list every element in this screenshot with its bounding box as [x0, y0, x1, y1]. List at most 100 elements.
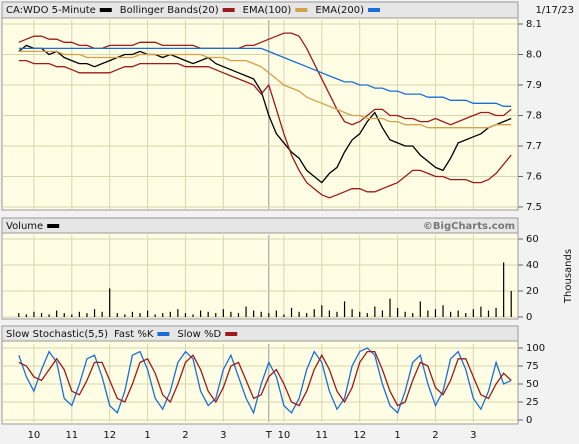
bar: [109, 288, 111, 317]
legend-label: EMA(100): [243, 5, 292, 16]
series-line: [18, 50, 512, 129]
legend-swatch: [157, 332, 170, 336]
bar: [177, 309, 179, 317]
bar: [495, 307, 497, 317]
y-tick-label: 100: [526, 343, 545, 354]
bar: [321, 305, 323, 317]
bar: [124, 314, 126, 317]
y-tick-label: 75: [526, 361, 539, 372]
bar: [222, 309, 224, 317]
bar: [71, 314, 73, 317]
x-tick-label: 2: [182, 430, 188, 441]
x-tick-label: 11: [315, 430, 328, 441]
y-tick-label: 7.5: [526, 202, 542, 213]
x-tick-label: 12: [353, 430, 366, 441]
x-tick-label: 2: [432, 430, 438, 441]
bar: [283, 314, 285, 317]
bar: [472, 309, 474, 317]
bar: [336, 311, 338, 317]
bar: [116, 313, 118, 317]
bar: [78, 311, 80, 317]
legend-label: Bollinger Bands(20): [120, 5, 219, 16]
y-tick-label: 0: [526, 312, 532, 323]
bar: [366, 313, 368, 317]
legend-swatch: [368, 8, 381, 12]
volume-panel: [1, 232, 519, 320]
bar: [442, 305, 444, 317]
bar: [381, 310, 384, 317]
bar: [33, 311, 35, 317]
x-tick-label: 12: [103, 430, 116, 441]
bar: [146, 310, 149, 317]
y-axis-label: Thousands: [563, 249, 574, 304]
bar: [351, 309, 353, 317]
bar: [40, 313, 43, 317]
bar: [290, 307, 293, 317]
bar: [86, 313, 88, 317]
bar: [457, 310, 459, 317]
legend-label: CA:WDO 5-Minute: [6, 5, 96, 16]
legend-label: Fast %K: [114, 329, 154, 340]
bar: [434, 309, 437, 317]
x-tick-label: 10: [28, 430, 41, 441]
bar: [56, 310, 58, 317]
y-tick-label: 20: [526, 286, 539, 297]
y-tick-label: 25: [526, 397, 539, 408]
series-line-lower: [18, 59, 512, 199]
bar: [162, 313, 164, 317]
legend-label: EMA(200): [315, 5, 364, 16]
bar: [63, 313, 65, 317]
legend-swatch: [222, 8, 235, 12]
bar: [359, 311, 361, 317]
bar: [389, 298, 391, 317]
bar: [245, 306, 247, 317]
bar: [230, 311, 232, 317]
y-tick-label: 7.6: [526, 172, 542, 183]
bar: [275, 310, 277, 317]
bar: [510, 291, 512, 317]
bar: [412, 313, 414, 317]
bar: [200, 310, 202, 317]
bar: [396, 307, 399, 317]
bar: [25, 314, 27, 317]
bar: [465, 313, 467, 317]
legend-swatch: [295, 8, 308, 12]
bar: [419, 301, 421, 317]
x-tick-label: 11: [65, 430, 78, 441]
legend-swatch: [47, 224, 60, 228]
bar: [131, 311, 134, 317]
y-tick-label: 7.8: [526, 111, 542, 122]
y-tick-label: 8.0: [526, 50, 542, 61]
legend-label: Volume: [6, 221, 43, 232]
series-line: [18, 347, 512, 415]
bar: [298, 311, 300, 317]
bar: [169, 311, 171, 317]
bar: [184, 313, 187, 317]
y-tick-label: 40: [526, 260, 539, 271]
y-tick-label: 8.1: [526, 19, 542, 30]
legend-swatch: [225, 332, 238, 336]
bar: [343, 301, 346, 317]
bar: [207, 311, 209, 317]
legend-swatch: [99, 8, 112, 12]
series-line: [18, 47, 512, 107]
source: ©BigCharts.com: [423, 221, 515, 232]
bar: [313, 309, 315, 317]
y-tick-label: 60: [526, 234, 539, 245]
x-tick-label: T: [265, 430, 273, 441]
bar: [18, 313, 20, 317]
bar: [404, 311, 406, 317]
bar: [154, 314, 156, 317]
bar: [427, 310, 429, 317]
x-tick-label: 10: [278, 430, 291, 441]
bar: [328, 310, 330, 317]
x-tick-label: 1: [144, 430, 150, 441]
bar: [374, 306, 376, 317]
y-tick-label: 0: [526, 415, 532, 426]
y-tick-label: 7.7: [526, 141, 542, 152]
bar: [480, 306, 482, 317]
date: 1/17/23: [535, 5, 574, 16]
bar: [237, 313, 240, 317]
bar: [93, 309, 96, 317]
